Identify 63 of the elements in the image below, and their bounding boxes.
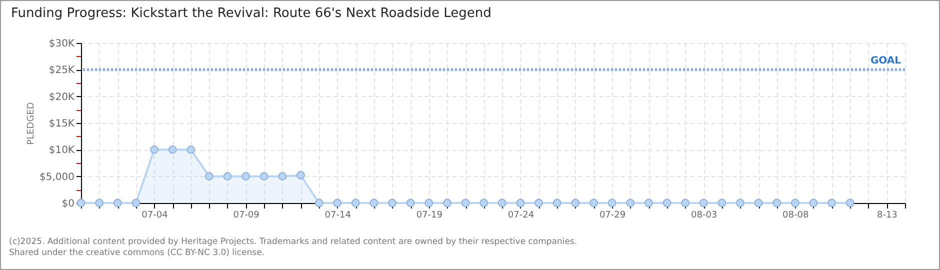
point <box>351 198 360 208</box>
x-tick-label: 07-04 <box>142 210 168 220</box>
point <box>333 198 342 208</box>
chart-title: Funding Progress: Kickstart the Revival: Route 66's Next Roadside Legend <box>11 6 492 21</box>
y-tick-label: $10K <box>48 145 75 156</box>
x-tick-label: 07-19 <box>416 210 443 220</box>
point <box>571 198 580 208</box>
point <box>846 198 854 208</box>
y-tick-label: $30K <box>48 38 75 50</box>
text: Shared under the creative commons (CC BY-NC 3.0) license. <box>9 248 266 259</box>
point <box>608 198 616 208</box>
point <box>662 198 672 208</box>
point <box>498 198 506 208</box>
y-tick-label: $15K <box>48 118 75 130</box>
point <box>644 198 653 208</box>
x-tick-label: 07-29 <box>599 210 626 220</box>
point <box>278 172 287 181</box>
point <box>790 198 800 208</box>
x-tick-label: 08-03 <box>691 210 718 220</box>
point <box>424 198 434 208</box>
point <box>370 198 378 208</box>
point <box>406 198 415 208</box>
x-tick-label: 8-13 <box>876 210 898 220</box>
y-tick-label: $20K <box>48 92 75 103</box>
y-tick-label: $5,000 <box>40 172 74 183</box>
x-tick-label: 08-08 <box>782 210 809 220</box>
point <box>516 198 525 208</box>
point <box>132 198 140 208</box>
x-tick-label: 07-14 <box>324 210 352 220</box>
point <box>480 198 488 208</box>
point <box>388 198 396 208</box>
point <box>626 198 635 208</box>
point <box>150 145 158 154</box>
point <box>168 145 177 154</box>
ref-line-label: GOAL <box>870 56 902 67</box>
point <box>314 198 324 208</box>
point <box>699 198 708 208</box>
point <box>736 198 744 208</box>
point <box>223 172 232 181</box>
point <box>828 198 836 208</box>
point <box>534 198 543 208</box>
point <box>754 198 763 208</box>
point <box>461 198 470 208</box>
point <box>809 198 818 208</box>
y-tick-label: $25K <box>48 65 75 76</box>
point <box>242 172 250 181</box>
x-tick-label: 07-24 <box>508 210 534 220</box>
point <box>204 172 214 181</box>
text: (c)2025. Additional content provided by Heritage Projects. Trademarks and related content are owned by their respective companies. <box>9 237 578 248</box>
y-axis-title: PLEDGED <box>26 102 37 145</box>
point <box>552 198 562 208</box>
point <box>186 145 196 154</box>
point <box>296 171 305 180</box>
y-tick-label: $0 <box>62 198 74 210</box>
point <box>113 198 122 208</box>
point <box>590 198 598 208</box>
point <box>260 172 268 181</box>
x-tick-label: 07-09 <box>233 210 260 220</box>
point <box>681 198 690 208</box>
point <box>443 198 452 208</box>
point <box>772 198 782 208</box>
point <box>718 198 726 208</box>
point <box>95 198 104 208</box>
